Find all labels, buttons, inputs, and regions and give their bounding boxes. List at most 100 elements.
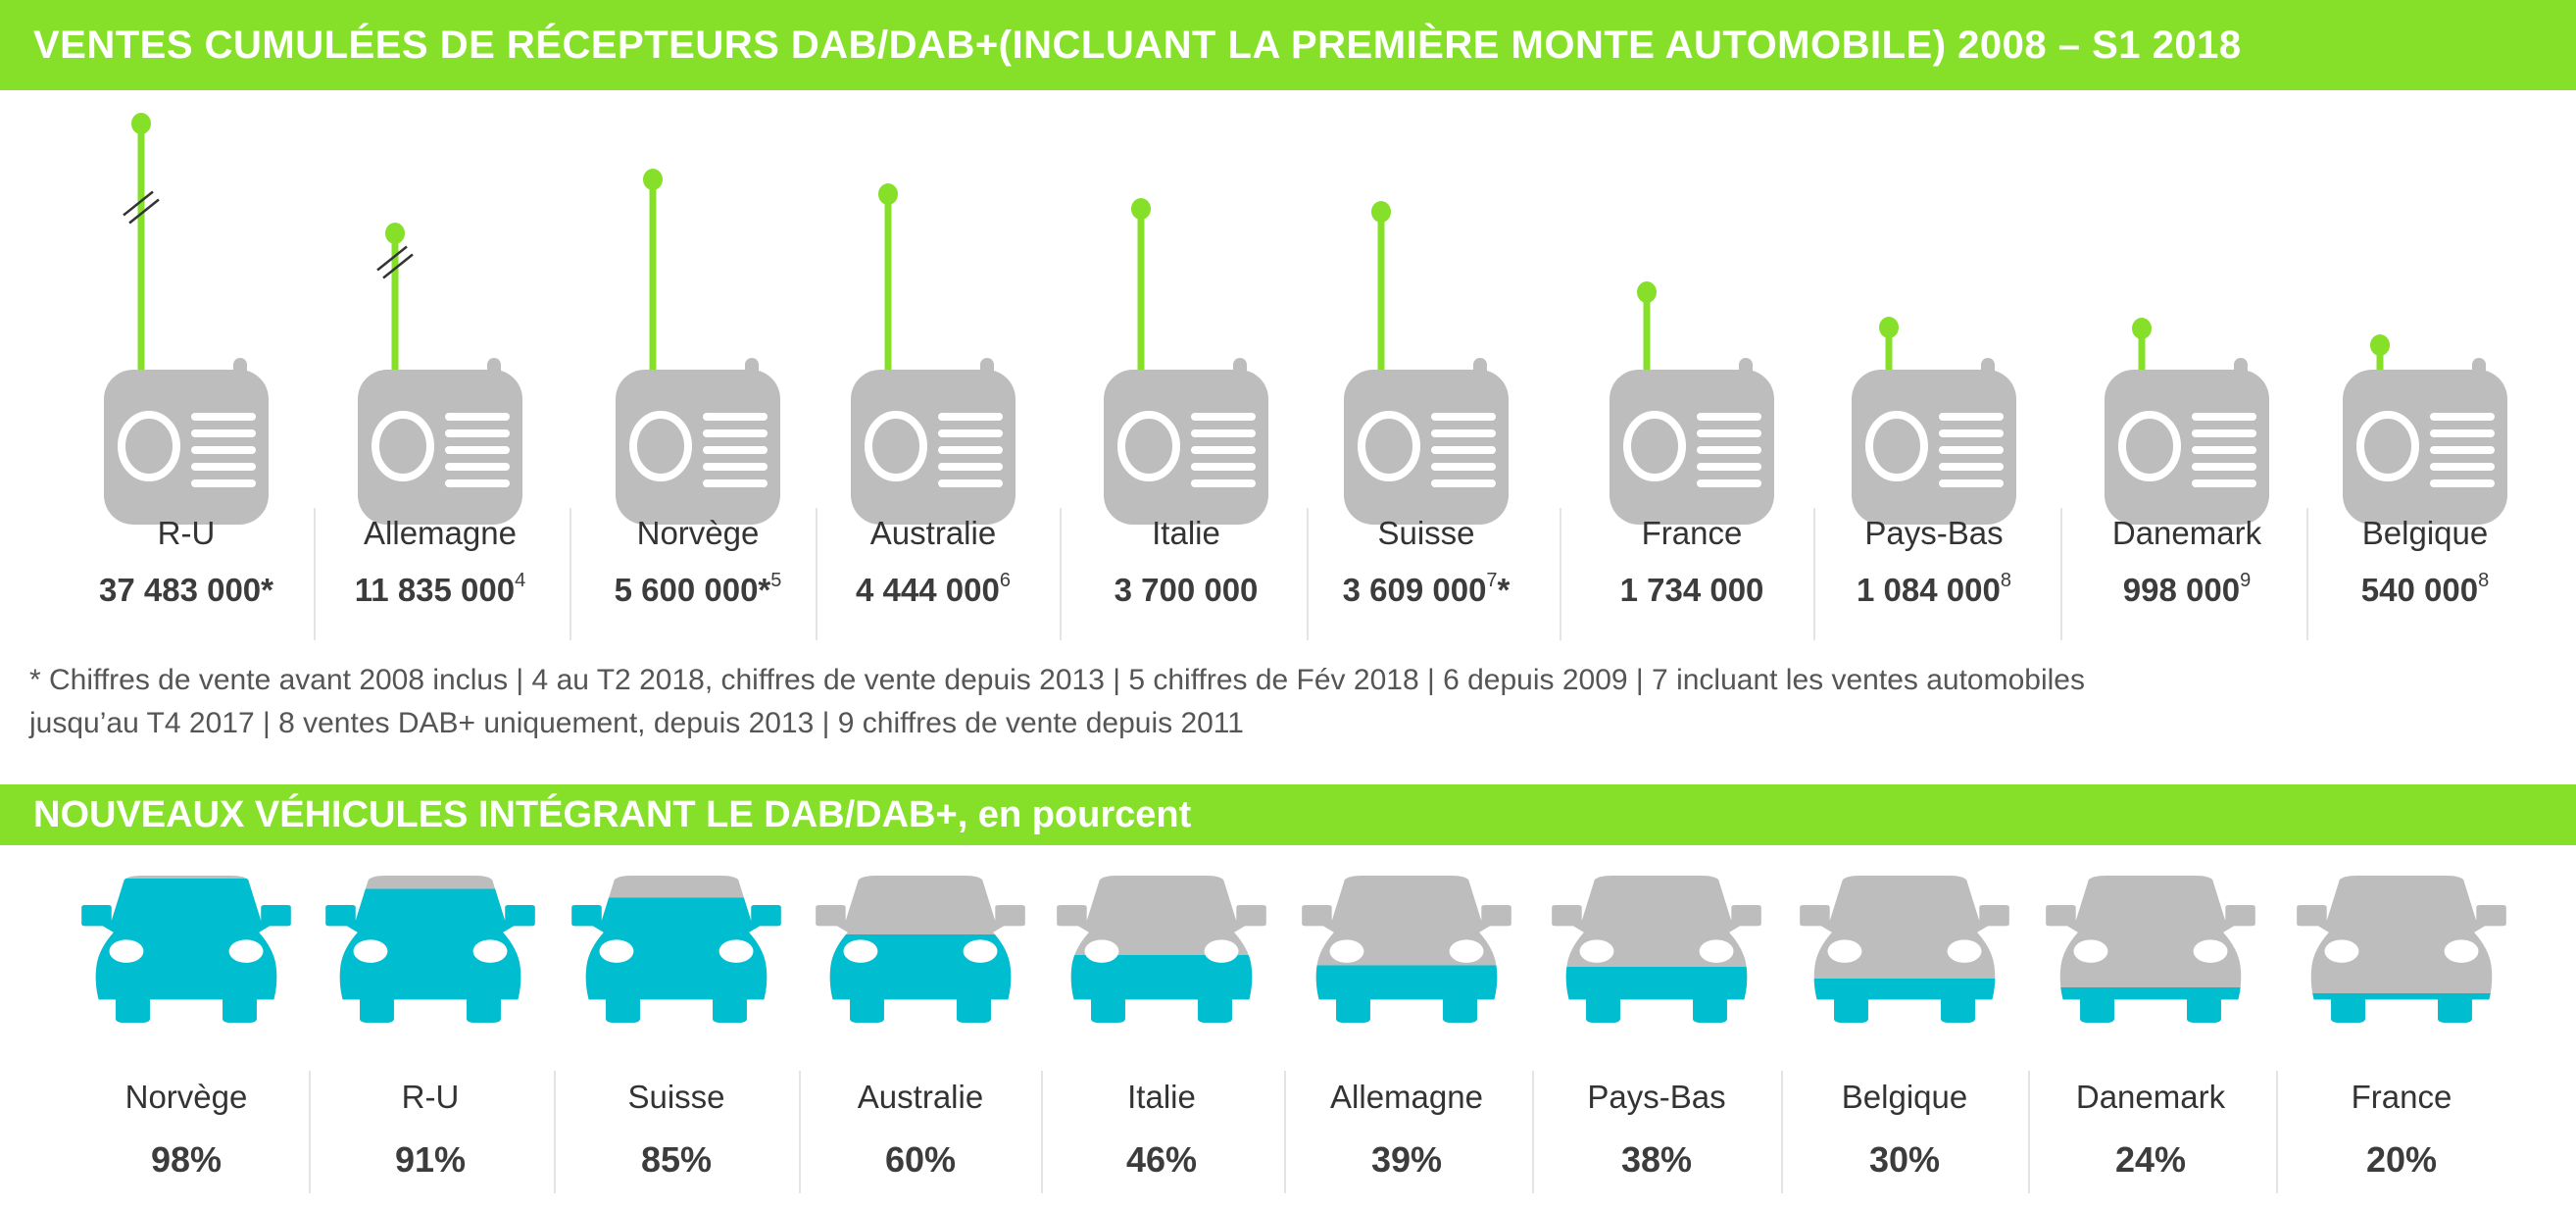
headlight [963, 939, 998, 963]
car-icon [1302, 876, 1511, 1023]
country-label: Allemagne [1330, 1079, 1483, 1115]
country-label: Danemark [2075, 1079, 2226, 1115]
percent-value: 98% [150, 1139, 223, 1180]
footnote-ref: 5 [770, 570, 782, 591]
sales-value: 4 444 0006 [806, 570, 1061, 609]
radio-icon [1344, 201, 1509, 525]
footnote-line-1: * Chiffres de vente avant 2008 inclus | … [29, 664, 2085, 696]
antenna-tip [643, 169, 663, 190]
headlight [1699, 939, 1734, 963]
section-title-new-vehicles: NOUVEAUX VÉHICULES INTÉGRANT LE DAB/DAB+… [0, 784, 2576, 845]
country-label: Norvège [124, 1079, 248, 1115]
percent-fill [571, 897, 781, 1023]
headlight [1947, 939, 1982, 963]
headlight [109, 939, 144, 963]
sales-value-text: 37 483 000 [98, 572, 262, 608]
percent-fill [2046, 987, 2255, 1023]
radio-icon [358, 223, 522, 525]
country-label: Danemark [2111, 515, 2262, 551]
car-icon [1800, 876, 2009, 1023]
percent-value: 91% [394, 1139, 467, 1180]
column-divider [1812, 508, 1815, 640]
country-label: Australie [869, 515, 997, 551]
column-divider [1284, 1071, 1286, 1193]
sales-value: 5 600 000*5 [614, 570, 782, 608]
headlight [2193, 939, 2228, 963]
antenna-tip [878, 183, 898, 205]
car-icon [2046, 876, 2255, 1023]
footnote-ref: 9 [2240, 570, 2252, 591]
antenna-tip [385, 223, 405, 244]
axis-break-mark [376, 245, 408, 272]
country-label: R-U [157, 515, 216, 551]
footnote-ref: 8 [2478, 570, 2490, 591]
country-label: France [1641, 515, 1743, 551]
column-divider [569, 508, 571, 640]
radio-icon [1610, 281, 1774, 525]
footnote-ref: 6 [999, 570, 1011, 591]
headlight [353, 939, 388, 963]
headlight [599, 939, 634, 963]
headlight [843, 939, 878, 963]
sales-value-text: 1 734 000 [1619, 572, 1764, 608]
percent-value: 38% [1620, 1139, 1693, 1180]
car-icon [1552, 876, 1761, 1023]
antenna-tip [1637, 281, 1657, 303]
car-icon [1057, 876, 1266, 1023]
country-label: Belgique [1841, 1079, 1968, 1115]
column-divider [2276, 1071, 2278, 1193]
antenna-tip [1371, 201, 1391, 223]
percent-value: 85% [640, 1139, 713, 1180]
footnote-ref: 7 [1486, 570, 1498, 591]
percent-fill [1302, 965, 1511, 1023]
column-divider [313, 508, 316, 640]
percent-fill [325, 888, 535, 1023]
sales-value-text: 4 444 000 [856, 572, 1000, 608]
percent-value: 60% [884, 1139, 957, 1180]
column-divider [1559, 508, 1561, 640]
column-divider [553, 1071, 556, 1193]
column-divider [1531, 1071, 1534, 1193]
radio-icon [851, 183, 1016, 525]
antenna-tip [131, 113, 151, 134]
percent-value: 20% [2365, 1139, 2438, 1180]
country-label: Belgique [2361, 515, 2489, 551]
radio-icon [2105, 318, 2269, 525]
percent-value: 39% [1370, 1139, 1443, 1180]
column-divider [2060, 508, 2062, 640]
country-label: Suisse [1377, 515, 1475, 551]
sales-value-text: 3 609 000 [1342, 572, 1487, 608]
sales-value-text: 3 700 000 [1114, 572, 1259, 608]
sales-value: 3 609 0007* [1342, 570, 1511, 608]
percent-fill [1057, 955, 1266, 1023]
headlight [2073, 939, 2108, 963]
country-label: Italie [1127, 1079, 1196, 1115]
sales-value-text: 5 600 000 [614, 572, 759, 608]
headlight [2324, 939, 2359, 963]
column-divider [798, 1071, 801, 1193]
car-icon [2297, 876, 2506, 1023]
headlight [472, 939, 508, 963]
headlight [228, 939, 264, 963]
percent-fill [81, 879, 291, 1023]
footnote-ref: 8 [2000, 570, 2011, 591]
country-label: Norvège [636, 515, 760, 551]
radio-icon [2343, 334, 2507, 525]
percent-fill [1552, 967, 1761, 1023]
headlight [1329, 939, 1364, 963]
radio-icon [1104, 198, 1268, 525]
column-divider [1306, 508, 1309, 640]
section-title-receiver-sales: VENTES CUMULÉES DE RÉCEPTEURS DAB/DAB+(I… [0, 0, 2576, 90]
column-divider [2027, 1071, 2030, 1193]
headlight [1449, 939, 1484, 963]
sales-value: 11 835 0004 [313, 570, 568, 609]
percent-value: 30% [1868, 1139, 1941, 1180]
headlight [718, 939, 754, 963]
percent-value: 24% [2114, 1139, 2187, 1180]
sales-value: 1 084 0008 [1807, 570, 2061, 609]
antenna-tip [2132, 318, 2152, 339]
sales-value-text: 540 000 [2360, 572, 2479, 608]
headlight [1204, 939, 1239, 963]
percent-fill [2297, 993, 2506, 1023]
country-label: Pays-Bas [1864, 515, 2004, 551]
